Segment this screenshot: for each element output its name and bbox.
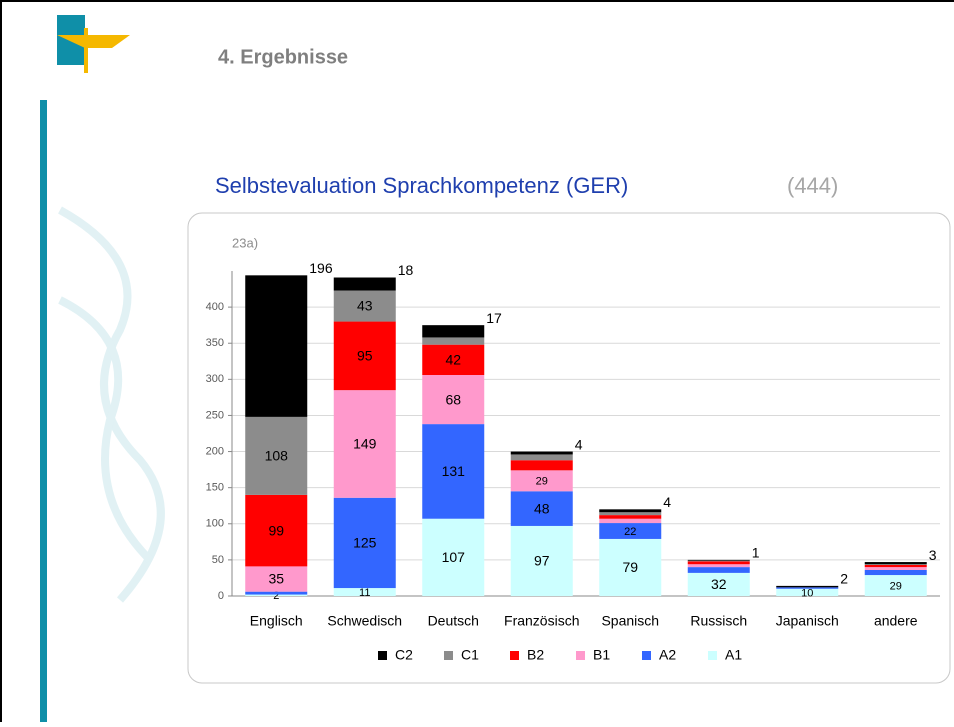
bar-segment — [776, 587, 838, 588]
data-label: 42 — [445, 352, 461, 368]
bar-segment — [511, 460, 573, 470]
bar-segment — [688, 561, 750, 564]
data-label: 17 — [486, 310, 502, 326]
y-tick-label: 100 — [206, 518, 224, 530]
data-label: 1 — [752, 545, 760, 561]
legend-swatch — [444, 651, 453, 660]
bar-segment — [865, 562, 927, 564]
data-label: 10 — [801, 587, 813, 599]
data-label: 97 — [534, 553, 550, 569]
x-tick-label: andere — [874, 613, 918, 629]
bar-segment — [688, 567, 750, 573]
side-bar — [40, 100, 47, 722]
legend-label: C2 — [395, 647, 413, 663]
border — [0, 0, 954, 2]
data-label: 18 — [398, 262, 414, 278]
x-tick-label: Spanisch — [601, 613, 659, 629]
legend-swatch — [642, 651, 651, 660]
y-tick-label: 150 — [206, 482, 224, 494]
data-label: 4 — [575, 436, 583, 452]
slide: 4. Ergebnisse Selbstevaluation Sprachkom… — [0, 0, 954, 722]
data-label: 149 — [353, 436, 377, 452]
data-label: 29 — [536, 476, 548, 488]
legend-swatch — [708, 651, 717, 660]
bar-segment — [599, 509, 661, 512]
data-label: 68 — [445, 391, 461, 407]
data-label: 125 — [353, 535, 377, 551]
bar-segment — [865, 570, 927, 575]
data-label: 22 — [624, 526, 636, 538]
data-label: 48 — [534, 500, 550, 516]
bar-segment — [688, 564, 750, 567]
bar-segment — [245, 592, 307, 595]
legend-swatch — [378, 651, 387, 660]
y-tick-label: 300 — [206, 373, 224, 385]
x-tick-label: Japanisch — [776, 613, 839, 629]
legend-label: B1 — [593, 647, 610, 663]
legend-swatch — [510, 651, 519, 660]
data-label: 3 — [929, 547, 937, 563]
data-label: 29 — [890, 580, 902, 592]
bar-segment — [599, 519, 661, 523]
bar-segment — [422, 325, 484, 337]
x-tick-label: Englisch — [250, 613, 303, 629]
bar-segment — [865, 565, 927, 567]
data-label: 79 — [622, 559, 638, 575]
bar-segment — [511, 452, 573, 455]
slide-title: 4. Ergebnisse — [218, 46, 348, 68]
chart-label: 23a) — [232, 235, 258, 250]
bar-segment — [688, 560, 750, 561]
x-tick-label: Russisch — [690, 613, 747, 629]
y-tick-label: 50 — [212, 554, 224, 566]
bar-segment — [688, 561, 750, 562]
data-label: 108 — [265, 448, 289, 464]
legend-label: C1 — [461, 647, 479, 663]
y-tick-label: 0 — [218, 590, 224, 602]
data-label: 99 — [268, 522, 284, 538]
data-label: 32 — [711, 576, 727, 592]
bar-segment — [865, 567, 927, 570]
title-note: (444) — [787, 173, 838, 198]
bar-segment — [776, 586, 838, 587]
y-tick-label: 200 — [206, 445, 224, 457]
bar-segment — [599, 512, 661, 515]
bar-segment — [511, 454, 573, 460]
legend-swatch — [576, 651, 585, 660]
legend-label: A2 — [659, 647, 676, 663]
bar-segment — [865, 564, 927, 565]
y-tick-label: 350 — [206, 337, 224, 349]
data-label: 4 — [663, 494, 671, 510]
data-label: 11 — [359, 587, 370, 599]
y-tick-label: 250 — [206, 409, 224, 421]
bar-segment — [334, 278, 396, 291]
x-tick-label: Französisch — [504, 613, 579, 629]
chart-title: Selbstevaluation Sprachkompetenz (GER) — [215, 173, 628, 198]
data-label: 43 — [357, 298, 373, 314]
data-label: 95 — [357, 348, 373, 364]
legend-label: B2 — [527, 647, 544, 663]
border — [0, 0, 2, 722]
bar-segment — [422, 337, 484, 344]
bar-segment — [245, 275, 307, 417]
legend-label: A1 — [725, 647, 742, 663]
data-label: 2 — [840, 571, 848, 587]
x-tick-label: Deutsch — [428, 613, 479, 629]
bar-segment — [599, 515, 661, 519]
data-label: 35 — [268, 571, 284, 587]
data-label: 131 — [442, 463, 466, 479]
x-tick-label: Schwedisch — [327, 613, 402, 629]
y-tick-label: 400 — [206, 301, 224, 313]
data-label: 107 — [442, 549, 466, 565]
data-label: 196 — [309, 260, 333, 276]
